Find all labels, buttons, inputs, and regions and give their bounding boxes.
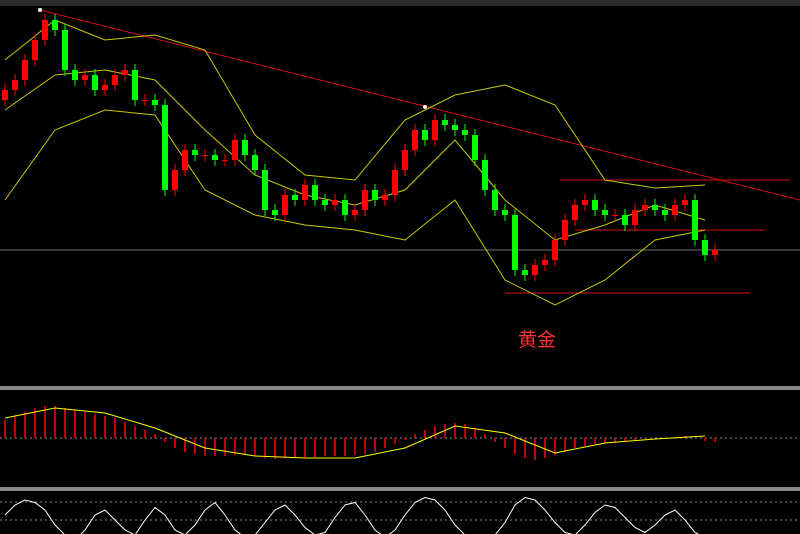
candle-body	[162, 105, 168, 190]
candle-body	[452, 125, 458, 130]
bollinger-band	[4, 109, 706, 306]
candle-body	[572, 205, 578, 220]
candle-body	[282, 195, 288, 215]
candle-body	[12, 80, 18, 90]
toolbar-edge	[0, 0, 800, 6]
candle-body	[652, 205, 658, 210]
candle-body	[582, 200, 588, 205]
candle-body	[202, 155, 208, 156]
stochastic-line	[4, 496, 700, 534]
candle-body	[182, 150, 188, 170]
candle-body	[262, 170, 268, 210]
candle-body	[392, 170, 398, 195]
candle-body	[702, 240, 708, 255]
candle-body	[472, 135, 478, 160]
candle-body	[62, 30, 68, 70]
pane-separator	[0, 386, 800, 390]
candle-body	[682, 200, 688, 205]
candle-body	[562, 220, 568, 240]
candle-body	[312, 185, 318, 200]
candle-body	[2, 90, 8, 100]
candle-body	[112, 75, 118, 85]
candle-body	[32, 40, 38, 60]
pane-separator	[0, 487, 800, 491]
candle-body	[692, 200, 698, 240]
bollinger-band	[4, 19, 706, 189]
candle-body	[442, 120, 448, 125]
candle-body	[82, 75, 88, 80]
candle-body	[272, 210, 278, 215]
candle-body	[492, 190, 498, 210]
candle-body	[212, 155, 218, 160]
candle-body	[92, 75, 98, 90]
anchor-dot	[38, 8, 42, 12]
candle-body	[642, 205, 648, 210]
candle-body	[222, 160, 228, 161]
candle-body	[482, 160, 488, 190]
candle-body	[22, 60, 28, 80]
candle-body	[612, 215, 618, 216]
macd-signal	[4, 407, 706, 459]
candle-body	[422, 130, 428, 140]
candle-body	[532, 265, 538, 275]
candle-body	[292, 195, 298, 200]
candle-body	[142, 100, 148, 101]
candle-body	[242, 140, 248, 155]
candle-body	[412, 130, 418, 150]
candle-body	[712, 250, 718, 255]
candle-body	[102, 85, 108, 90]
candle-body	[322, 200, 328, 205]
candle-body	[362, 190, 368, 210]
candle-body	[132, 70, 138, 100]
candle-body	[372, 190, 378, 200]
candle-body	[402, 150, 408, 170]
candle-body	[502, 210, 508, 215]
candle-body	[602, 210, 608, 215]
candle-body	[382, 195, 388, 200]
candle-body	[42, 20, 48, 40]
candle-body	[332, 200, 338, 205]
candle-body	[152, 100, 158, 105]
candle-body	[432, 120, 438, 140]
candle-body	[122, 70, 128, 75]
candle-body	[632, 210, 638, 225]
candle-body	[232, 140, 238, 160]
anchor-dot	[423, 105, 427, 109]
candle-body	[352, 210, 358, 215]
candle-body	[542, 260, 548, 265]
candle-body	[462, 130, 468, 135]
candle-body	[172, 170, 178, 190]
annotation: 黄金	[518, 329, 556, 351]
candle-body	[302, 185, 308, 200]
candle-body	[622, 215, 628, 225]
candle-body	[592, 200, 598, 210]
candle-body	[52, 20, 58, 30]
candle-body	[672, 205, 678, 215]
trend-line	[39, 9, 800, 201]
candle-body	[512, 215, 518, 270]
candle-body	[662, 210, 668, 215]
candle-body	[72, 70, 78, 80]
candle-body	[252, 155, 258, 170]
candle-body	[192, 150, 198, 155]
candle-body	[342, 200, 348, 215]
candle-body	[552, 240, 558, 260]
candle-body	[522, 270, 528, 275]
